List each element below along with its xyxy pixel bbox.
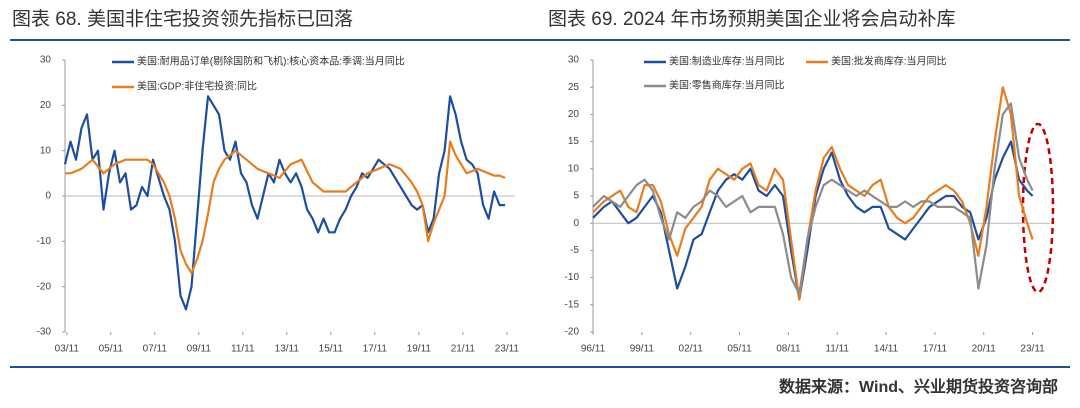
- x-tick-label: 17/11: [923, 344, 948, 355]
- x-tick-label: 08/11: [776, 344, 801, 355]
- x-tick-label: 03/11: [55, 344, 80, 355]
- y-tick-label: 25: [568, 82, 580, 93]
- y-tick-label: 30: [40, 55, 52, 66]
- legend-label: 美国:批发商库存:当月同比: [831, 55, 947, 68]
- x-tick-label: 96/11: [581, 344, 606, 355]
- series-line: [592, 102, 1034, 295]
- legend-label: 美国:制造业库存:当月同比: [669, 55, 785, 68]
- highlight-ellipse: [1021, 122, 1055, 294]
- x-tick-label: 09/11: [187, 344, 212, 355]
- y-tick-label: 0: [573, 218, 579, 229]
- x-tick-label: 11/11: [231, 344, 255, 355]
- y-tick-label: 10: [568, 163, 580, 174]
- x-tick-label: 14/11: [874, 344, 899, 355]
- legend-label: 美国:耐用品订单(剔除国防和飞机):核心资本品:季调:当月同比: [137, 55, 405, 68]
- x-tick-label: 19/11: [407, 344, 432, 355]
- x-tick-label: 99/11: [630, 344, 655, 355]
- x-tick-label: 05/11: [727, 344, 752, 355]
- source: 数据来源：Wind、兴业期货投资咨询部: [779, 377, 1058, 396]
- x-tick-label: 05/11: [99, 344, 124, 355]
- chart-title: 图表 69. 2024 年市场预期美国企业将会启动补库: [548, 8, 956, 30]
- series-line: [65, 140, 506, 275]
- y-tick-label: -10: [37, 236, 52, 247]
- chart-title: 图表 68. 美国非住宅投资领先指标已回落: [12, 8, 353, 30]
- x-tick-label: 02/11: [679, 344, 704, 355]
- x-tick-label: 13/11: [275, 344, 300, 355]
- x-tick-label: 15/11: [319, 344, 344, 355]
- x-tick-label: 23/11: [495, 344, 520, 355]
- y-tick-label: -30: [37, 327, 52, 338]
- x-tick-label: 17/11: [363, 344, 388, 355]
- y-tick-label: 10: [40, 145, 52, 156]
- y-tick-label: -15: [565, 299, 580, 310]
- y-tick-label: 20: [568, 109, 580, 120]
- x-tick-label: 11/11: [825, 344, 849, 355]
- x-tick-label: 07/11: [143, 344, 168, 355]
- legend-label: 美国:零售商库存:当月同比: [669, 79, 785, 92]
- series-line: [592, 86, 1034, 301]
- y-tick-label: -20: [565, 327, 580, 338]
- legend-label: 美国:GDP:非住宅投资:同比: [137, 80, 257, 93]
- y-tick-label: 30: [568, 55, 580, 66]
- y-tick-label: 5: [573, 191, 579, 202]
- y-tick-label: -5: [570, 245, 579, 256]
- y-tick-label: -10: [565, 272, 580, 283]
- y-tick-label: 15: [568, 136, 580, 147]
- y-tick-label: 0: [45, 191, 51, 202]
- x-tick-label: 23/11: [1020, 344, 1045, 355]
- y-tick-label: -20: [37, 281, 52, 292]
- series-line: [63, 95, 506, 311]
- x-tick-label: 21/11: [451, 344, 476, 355]
- y-tick-label: 20: [40, 100, 52, 111]
- x-tick-label: 20/11: [972, 344, 997, 355]
